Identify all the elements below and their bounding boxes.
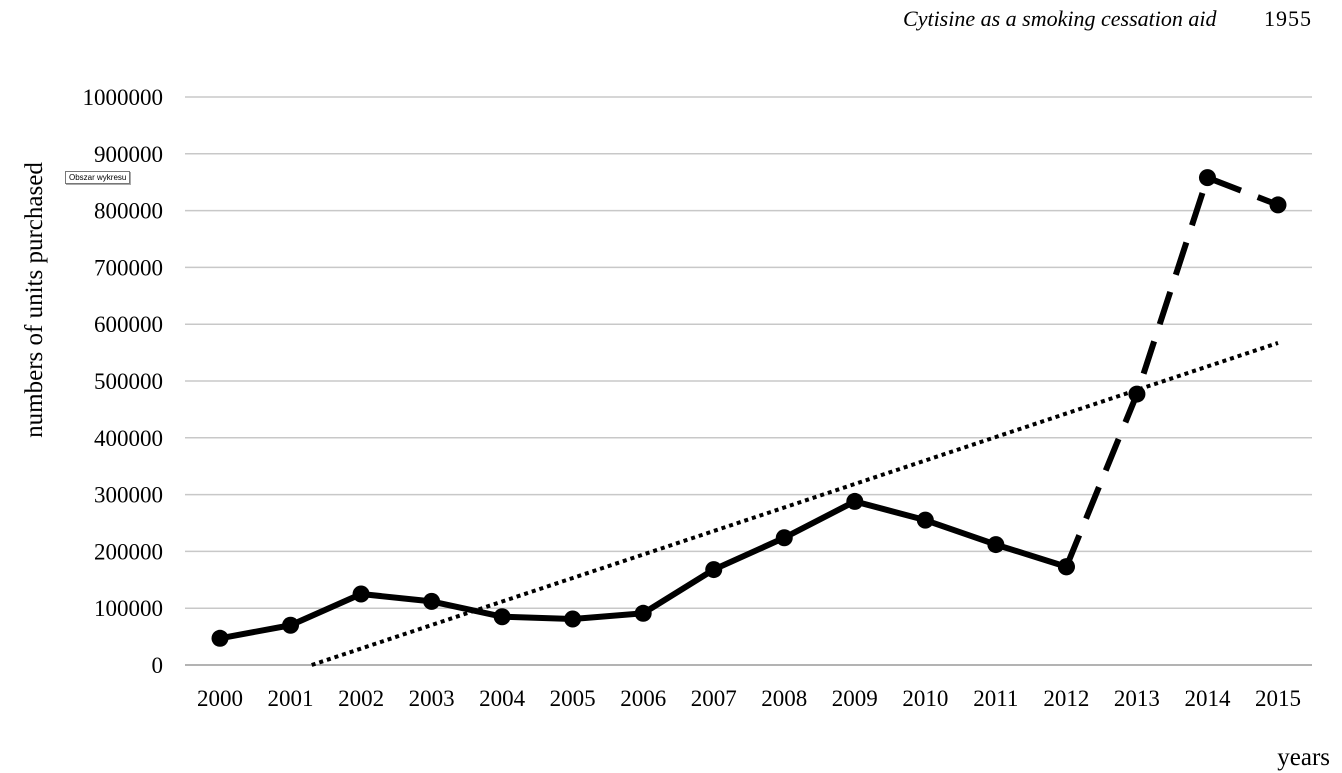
x-tick-label: 2009 [832, 686, 878, 711]
x-tick-label: 2008 [761, 686, 807, 711]
data-point [564, 610, 582, 628]
data-point [423, 592, 441, 610]
data-point [846, 492, 864, 510]
data-point [1057, 558, 1075, 576]
series-lines [219, 174, 1280, 667]
data-point [493, 608, 511, 626]
y-tick-label: 500000 [94, 369, 163, 394]
data-point [705, 561, 723, 579]
y-tick-label: 1000000 [83, 85, 164, 110]
data-point [352, 585, 370, 603]
data-point [916, 511, 934, 529]
x-tick-label: 2011 [973, 686, 1018, 711]
x-tick-label: 2012 [1043, 686, 1089, 711]
data-point [634, 604, 652, 622]
x-tick-label: 2003 [409, 686, 455, 711]
y-axis-label: numbers of units purchased [21, 162, 48, 438]
data-point [1198, 169, 1216, 187]
data-markers [211, 169, 1287, 647]
y-tick-label: 100000 [94, 596, 163, 621]
dashed-series-line [1063, 174, 1280, 568]
x-tick-label: 2006 [620, 686, 666, 711]
data-point [211, 629, 229, 647]
y-tick-label: 0 [152, 653, 164, 678]
y-tick-label: 600000 [94, 312, 163, 337]
x-tick-label: 2014 [1184, 686, 1231, 711]
running-title: Cytisine as a smoking cessation aid [903, 6, 1217, 31]
data-point [1128, 385, 1146, 403]
x-axis-label: years [1277, 744, 1330, 771]
x-tick-label: 2015 [1255, 686, 1301, 711]
page-number: 1955 [1264, 6, 1312, 31]
y-tick-labels: 0 100000 200000 300000 400000 500000 600000 700… [83, 85, 164, 678]
x-tick-labels: 2000 2001 2002 2003 2004 2005 2006 2007 2008 2009… [197, 686, 1301, 711]
x-tick-label: 2002 [338, 686, 384, 711]
data-point [1269, 196, 1287, 214]
y-tick-label: 200000 [94, 539, 163, 564]
data-point [987, 536, 1005, 554]
x-tick-label: 2005 [550, 686, 596, 711]
x-tick-label: 2013 [1114, 686, 1160, 711]
trend-line [311, 341, 1279, 667]
data-point [282, 616, 300, 634]
x-tick-label: 2007 [691, 686, 737, 711]
y-tick-label: 300000 [94, 483, 163, 508]
x-tick-label: 2004 [479, 686, 526, 711]
y-tick-label: 400000 [94, 426, 163, 451]
gridlines [185, 96, 1312, 666]
y-tick-label: 800000 [94, 199, 163, 224]
x-tick-label: 2001 [268, 686, 314, 711]
y-tick-label: 900000 [94, 142, 163, 167]
data-point [775, 529, 793, 547]
running-header: Cytisine as a smoking cessation aid 1955 [903, 6, 1312, 32]
y-tick-label: 700000 [94, 255, 163, 280]
x-tick-label: 2000 [197, 686, 243, 711]
chart-area-tooltip: Obszar wykresu [65, 171, 131, 184]
x-tick-label: 2010 [902, 686, 948, 711]
